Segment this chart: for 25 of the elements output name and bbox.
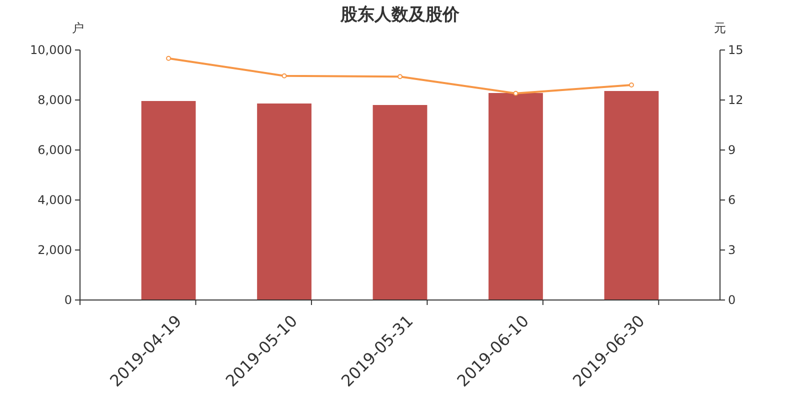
y-axis-title: 户	[72, 21, 84, 35]
y-tick-label: 4,000	[38, 193, 72, 208]
point	[166, 56, 172, 61]
chart-title: 股东人数及股价	[340, 5, 460, 25]
bar	[257, 104, 312, 300]
point	[628, 82, 634, 88]
point	[513, 90, 518, 96]
y-tick-label: 2,000	[38, 243, 72, 258]
y-tick-label: 8,000	[38, 93, 72, 108]
bar	[141, 101, 196, 300]
bar	[604, 91, 659, 300]
y-tick-label: 0	[64, 293, 72, 308]
bar	[372, 105, 428, 300]
y2-tick-label: 6	[728, 193, 736, 208]
y2-tick-label: 9	[728, 143, 736, 158]
y2-tick-label: 12	[728, 93, 744, 108]
y2-tick-label: 0	[728, 293, 736, 308]
y2-tick-label: 3	[728, 243, 736, 258]
y2-axis-title: 元	[714, 21, 726, 35]
y-tick-label: 6,000	[38, 143, 72, 158]
y-tick-label: 10,000	[30, 43, 72, 58]
y2-tick-label: 15	[728, 43, 744, 58]
point	[282, 73, 287, 78]
bar	[488, 93, 543, 300]
point	[398, 74, 402, 80]
